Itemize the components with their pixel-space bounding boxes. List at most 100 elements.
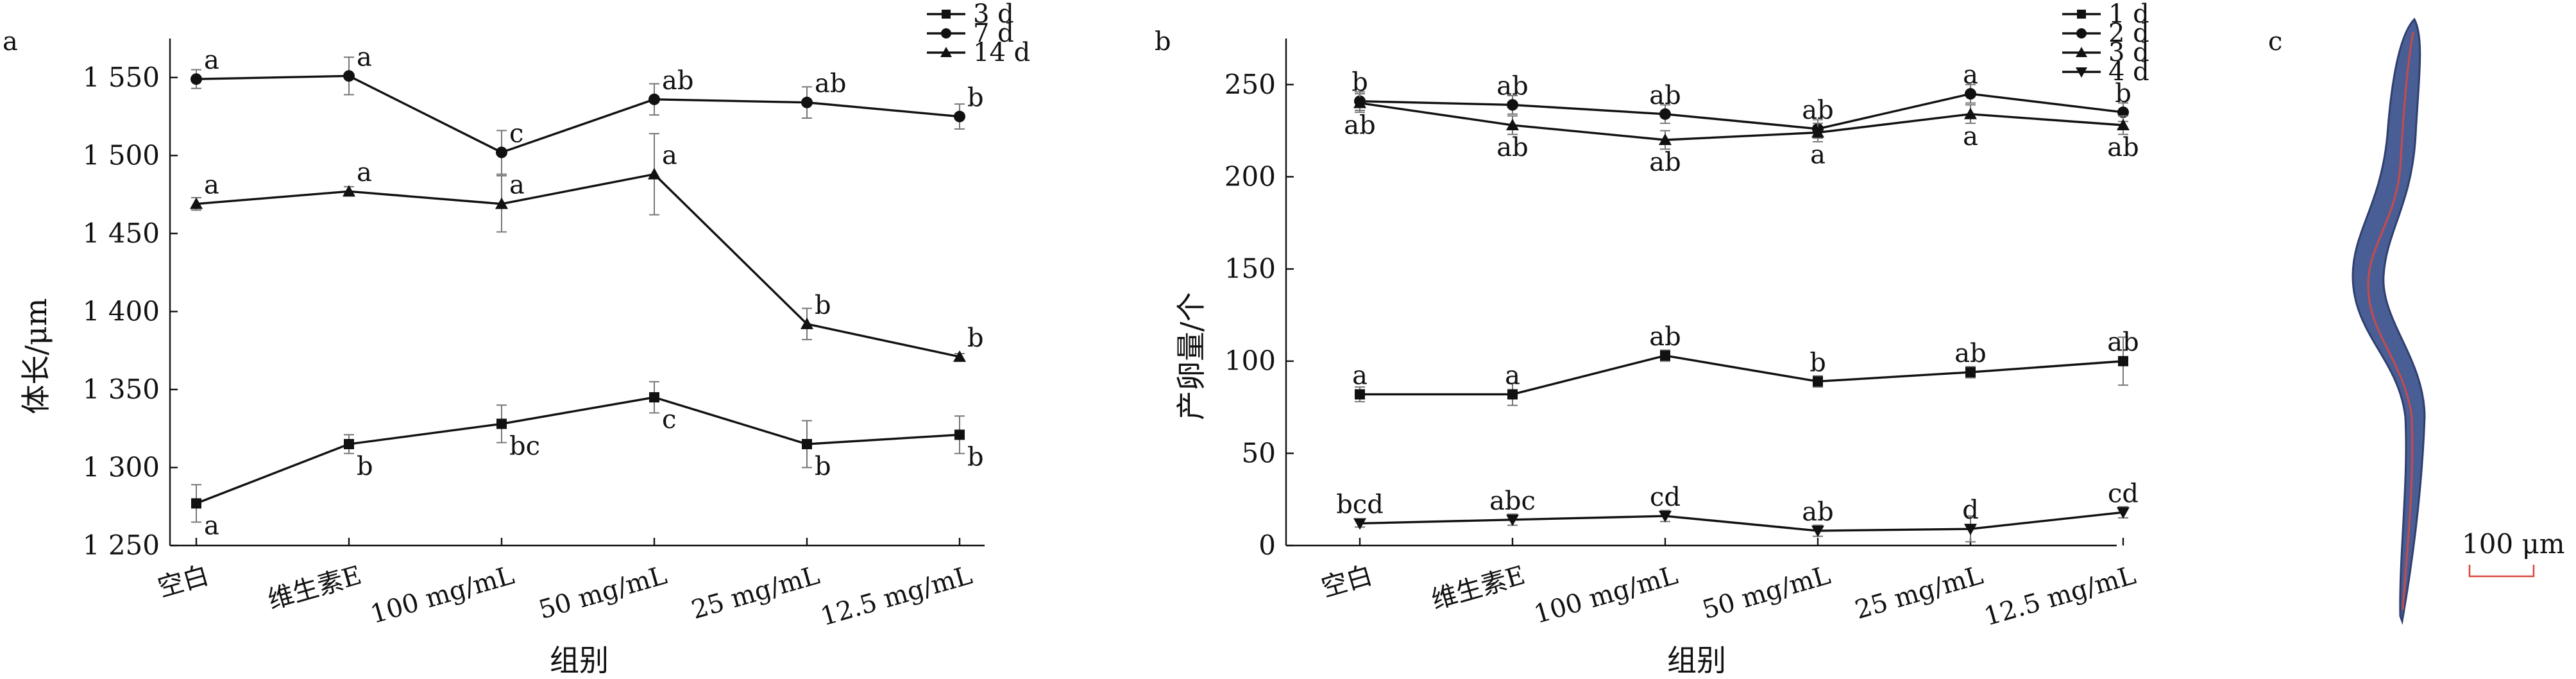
legend-marker [941, 28, 951, 39]
panel-b-series-1d: a a ab b ab ab [1352, 322, 2139, 406]
significance-label: ab [1496, 133, 1528, 162]
data-point [495, 197, 508, 209]
significance-label: b [815, 291, 831, 320]
data-point [1965, 88, 1976, 100]
significance-label: a [357, 42, 372, 72]
significance-label: ab [1496, 71, 1528, 101]
legend-marker [942, 10, 951, 19]
legend-marker [2076, 28, 2087, 39]
significance-label: b [815, 452, 831, 481]
scale-bar-line [2468, 565, 2535, 578]
significance-label: ab [1802, 497, 1833, 527]
panel-b-plot-area: 0 50 100 150 200 250 空白 维生素E 100 mg/mL 50 mg/mL 25… [1224, 39, 2139, 632]
significance-label: ab [2107, 328, 2139, 357]
significance-label: b [1809, 348, 1826, 377]
panel-b-x-tick-label: 100 mg/mL [1530, 560, 1681, 630]
significance-label: a [204, 46, 219, 75]
panel-c-letter: c [2268, 27, 2282, 56]
data-point [1813, 376, 1823, 387]
data-point [1659, 511, 1672, 523]
legend-label: 2 d [2108, 19, 2149, 48]
panel-b-y-tick-label: 50 [1242, 437, 1276, 468]
data-point [801, 317, 813, 329]
data-point [1353, 96, 1366, 108]
panel-b-letter: b [1155, 27, 1171, 56]
panel-b-series-line [1359, 511, 2124, 532]
panel-b-series-4d: bcd abc cd ab d cd [1336, 479, 2139, 543]
significance-label: ab [815, 69, 846, 99]
panel-a-x-tick-label: 空白 [155, 560, 212, 603]
significance-label: ab [662, 66, 693, 96]
data-point [2117, 507, 2130, 519]
significance-label: ab [1802, 96, 1833, 125]
panel-b-x-tick-label: 50 mg/mL [1699, 560, 1834, 625]
panel-a-series-14d: a a a a b b [190, 133, 984, 362]
data-point [1659, 133, 1672, 145]
data-point [1507, 99, 1518, 111]
panel-a-x-axis-title: 组别 [550, 643, 609, 678]
significance-label: a [204, 171, 219, 200]
panel-b-legend: 1 d2 d3 d4 d [2062, 0, 2149, 87]
legend-marker [2077, 10, 2086, 19]
panel-a-y-tick-label: 1 450 [83, 218, 160, 249]
data-point [954, 110, 965, 123]
panel-b-y-tick-label: 0 [1258, 529, 1276, 561]
panel-a-y-tick-label: 1 550 [83, 62, 160, 93]
significance-label: a [509, 171, 525, 200]
legend-marker [2076, 67, 2087, 78]
significance-label: a [1810, 141, 1826, 170]
panel-a-x-tick-label: 50 mg/mL [536, 560, 670, 625]
data-point [953, 350, 966, 362]
significance-label: d [1962, 495, 1979, 525]
panel-a-series-7d: a a c ab ab b [191, 42, 984, 175]
data-point [496, 418, 507, 429]
significance-label: ab [1344, 111, 1375, 141]
panel-a-series-line [196, 173, 960, 358]
data-point [2117, 106, 2129, 118]
significance-label: c [509, 119, 523, 148]
data-point [190, 197, 203, 209]
panel-a-x-tick-label: 12.5 mg/mL [817, 560, 976, 632]
legend-label: 3 d [973, 0, 1014, 29]
data-point [1506, 514, 1519, 526]
significance-label: cd [1650, 483, 1681, 512]
significance-label: a [1963, 122, 1978, 151]
panel-a-x-tick-label: 25 mg/mL [688, 560, 823, 625]
legend-label: 4 d [2108, 57, 2149, 87]
data-point [1965, 366, 1976, 377]
data-point [1964, 107, 1977, 119]
panel-a-plot-area: 1 250 1 300 1 350 1 400 1 450 1 500 1 550 空白 维生素… [83, 39, 985, 632]
worm-gut [2367, 31, 2414, 610]
panel-a-series-line [196, 74, 960, 154]
data-point [648, 93, 660, 105]
data-point [496, 146, 507, 159]
data-point [648, 168, 661, 180]
nematode-body-image [2351, 17, 2426, 625]
legend-label: 1 d [2108, 0, 2149, 29]
significance-label: b [357, 452, 373, 481]
panel-b-series-line [1360, 354, 2124, 396]
significance-label: bc [509, 431, 540, 461]
panel-c: c 100 μm [2268, 17, 2565, 625]
significance-label: a [1352, 361, 1368, 390]
panel-a-legend: 3 d7 d14 d [927, 0, 1030, 67]
scale-bar: 100 μm [2462, 528, 2565, 578]
data-point [2117, 119, 2130, 131]
data-point [191, 73, 202, 85]
panel-b-x-axis-title: 组别 [1667, 643, 1726, 678]
panel-b-series-line [1359, 92, 2124, 130]
significance-label: b [967, 323, 984, 353]
panel-a-y-tick-label: 1 500 [83, 139, 160, 171]
panel-a-y-tick-label: 1 350 [83, 374, 160, 405]
data-point [802, 439, 812, 449]
significance-label: ab [1649, 322, 1681, 352]
panel-b-series-3d: ab ab ab a a ab [1344, 93, 2139, 177]
significance-label: bcd [1336, 490, 1384, 520]
legend-label: 3 d [2108, 38, 2149, 67]
worm-body [2351, 17, 2426, 625]
data-point [1353, 518, 1366, 530]
significance-label: a [357, 158, 372, 187]
panel-a-y-tick-label: 1 300 [83, 451, 160, 483]
significance-label: b [967, 83, 984, 113]
